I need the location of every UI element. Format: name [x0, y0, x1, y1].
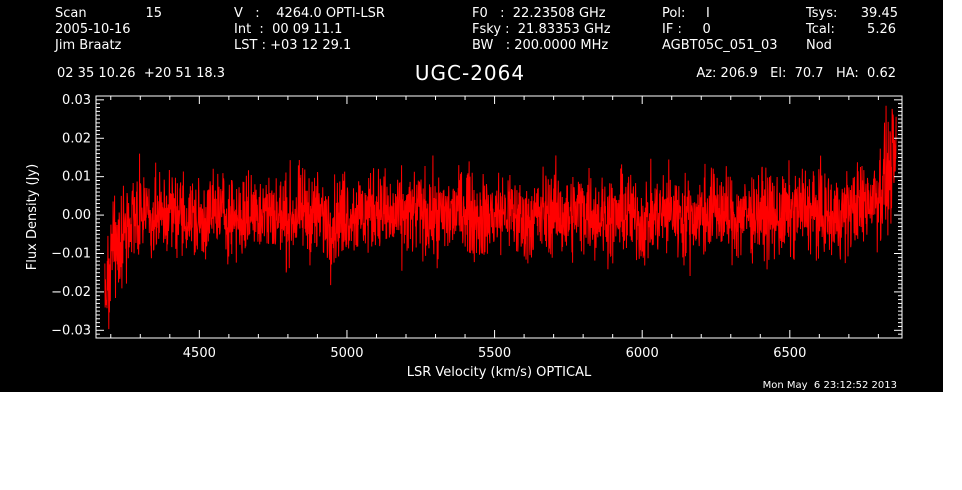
tcal-value: 5.26: [867, 22, 896, 37]
y-tick-label: 0.00: [62, 208, 91, 223]
scan-label: Scan: [55, 6, 87, 21]
project-id: AGBT05C_051_03: [662, 38, 778, 53]
x-tick-label: 5000: [330, 346, 363, 361]
y-axis-label: Flux Density (Jy): [25, 164, 40, 270]
bandwidth-readout: BW : 200.0000 MHz: [472, 38, 609, 53]
source-coordinates: 02 35 10.26 +20 51 18.3: [57, 66, 226, 81]
render-timestamp: Mon May 6 23:12:52 2013: [762, 380, 897, 391]
spectrum-chart: 4500 5000 5500 6000 6500 −0.03 −0.02 −0.01 0.00 0…: [25, 93, 903, 380]
plot-panel: Scan 15 2005-10-16 Jim Braatz V : 4264.0…: [0, 0, 943, 392]
pointing-readout: Az: 206.9 El: 70.7 HA: 0.62: [696, 66, 896, 81]
y-tick-label: −0.03: [51, 323, 91, 338]
x-tick-label: 6000: [626, 346, 659, 361]
if-readout: IF : 0: [662, 22, 711, 37]
source-name-title: UGC-2064: [414, 61, 526, 85]
y-tick-label: 0.02: [62, 131, 91, 146]
scan-value: 15: [145, 6, 162, 21]
rest-frequency-readout: F0 : 22.23508 GHz: [472, 6, 606, 21]
sky-frequency-readout: Fsky : 21.83353 GHz: [472, 22, 611, 37]
observation-date: 2005-10-16: [55, 22, 131, 37]
velocity-readout: V : 4264.0 OPTI-LSR: [234, 6, 385, 21]
axis-ticks: 4500 5000 5500 6000 6500 −0.03 −0.02 −0.01 0.00 0…: [51, 93, 902, 361]
x-tick-label: 6500: [773, 346, 806, 361]
plot-frame: [95, 95, 903, 339]
spectrum-series-line: [104, 105, 897, 330]
switching-mode: Nod: [806, 38, 832, 53]
y-tick-label: 0.01: [62, 170, 91, 185]
x-tick-label: 5500: [478, 346, 511, 361]
y-tick-label: −0.02: [51, 285, 91, 300]
lst-readout: LST : +03 12 29.1: [234, 38, 352, 53]
tsys-label: Tsys:: [806, 6, 838, 21]
tsys-value: 39.45: [860, 6, 898, 21]
integration-time-readout: Int : 00 09 11.1: [234, 22, 343, 37]
x-tick-label: 4500: [183, 346, 216, 361]
polarization-readout: Pol: I: [662, 6, 710, 21]
observer-name: Jim Braatz: [55, 38, 122, 53]
y-tick-label: 0.03: [62, 93, 91, 108]
y-tick-label: −0.01: [51, 246, 91, 261]
spectrum-layer: [104, 105, 897, 330]
tcal-label: Tcal:: [806, 22, 835, 37]
x-axis-label: LSR Velocity (km/s) OPTICAL: [407, 365, 592, 380]
